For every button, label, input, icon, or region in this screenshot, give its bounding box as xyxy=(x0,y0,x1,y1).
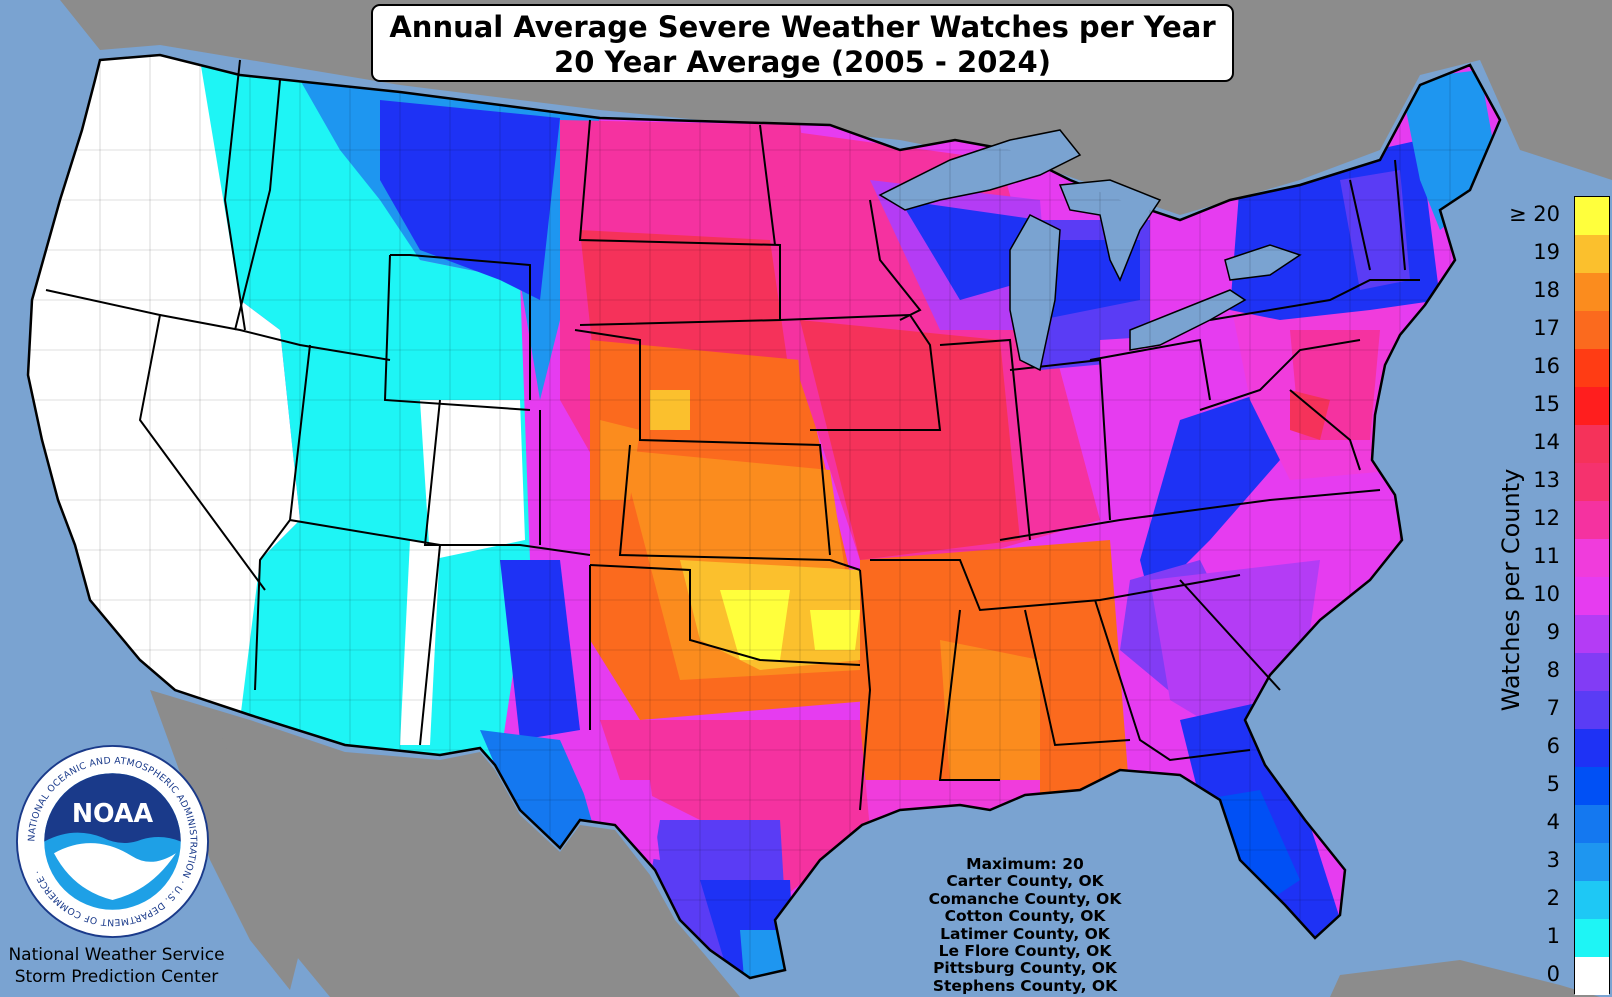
legend-tick-label: 3 xyxy=(1546,848,1560,872)
mexico-land xyxy=(150,690,740,997)
legend-tick-label: 5 xyxy=(1546,772,1560,796)
map-subtitle: 20 Year Average (2005 - 2024) xyxy=(554,45,1051,79)
maximum-annotation: Maximum: 20 Carter County, OK Comanche C… xyxy=(905,855,1145,995)
maximum-county: Carter County, OK xyxy=(946,872,1104,891)
legend-tick-label: 19 xyxy=(1533,240,1560,264)
legend-swatch xyxy=(1575,235,1609,273)
legend-swatch xyxy=(1575,311,1609,349)
legend-tick-label: 18 xyxy=(1533,278,1560,302)
credit: National Weather Service Storm Predictio… xyxy=(4,944,229,988)
legend-swatch xyxy=(1575,501,1609,539)
maximum-county: Comanche County, OK xyxy=(928,889,1122,908)
legend-swatch xyxy=(1575,425,1609,463)
legend-tick-label: 13 xyxy=(1533,468,1560,492)
legend-swatch xyxy=(1575,957,1609,995)
logo-center-text: NOAA xyxy=(72,798,154,828)
legend-swatch xyxy=(1575,349,1609,387)
legend-swatch xyxy=(1575,767,1609,805)
maximum-county: Cotton County, OK xyxy=(944,907,1106,926)
color-legend xyxy=(1574,196,1610,995)
legend-swatch xyxy=(1575,197,1609,235)
legend-swatch xyxy=(1575,387,1609,425)
credit-nws: National Weather Service xyxy=(8,945,225,965)
map-title-box: Annual Average Severe Weather Watches pe… xyxy=(371,4,1234,82)
legend-tick-label: 4 xyxy=(1546,810,1560,834)
legend-tick-label: 11 xyxy=(1533,544,1560,568)
maximum-county: Le Flore County, OK xyxy=(938,942,1112,961)
baja-peninsula xyxy=(170,700,300,990)
legend-swatch xyxy=(1575,615,1609,653)
legend-swatch xyxy=(1575,463,1609,501)
maximum-label: Maximum: 20 xyxy=(966,855,1084,873)
state-borders xyxy=(45,59,1420,811)
legend-tick-label: 10 xyxy=(1533,582,1560,606)
maximum-county: Pittsburg County, OK xyxy=(933,959,1117,978)
legend-swatch xyxy=(1575,881,1609,919)
legend-tick-label: 14 xyxy=(1533,430,1560,454)
legend-tick-label: 6 xyxy=(1546,734,1560,758)
legend-tick-label: 12 xyxy=(1533,506,1560,530)
map-title: Annual Average Severe Weather Watches pe… xyxy=(389,10,1216,44)
great-lakes xyxy=(878,129,1302,372)
legend-swatch xyxy=(1575,273,1609,311)
legend-tick-label: 17 xyxy=(1533,316,1560,340)
legend-tick-label: 9 xyxy=(1546,620,1560,644)
noaa-logo: NOAA NATIONAL OCEANIC AND ATMOSPHERIC AD… xyxy=(15,744,210,939)
legend-tick-label: 0 xyxy=(1546,962,1560,986)
legend-swatch xyxy=(1575,843,1609,881)
legend-swatch xyxy=(1575,919,1609,957)
legend-tick-label: 8 xyxy=(1546,658,1560,682)
legend-swatch xyxy=(1575,805,1609,843)
legend-tick-label: 1 xyxy=(1546,924,1560,948)
legend-swatch xyxy=(1575,577,1609,615)
legend-tick-label: 7 xyxy=(1546,696,1560,720)
legend-tick-label: 16 xyxy=(1533,354,1560,378)
credit-spc: Storm Prediction Center xyxy=(14,967,219,987)
legend-swatch xyxy=(1575,539,1609,577)
cuba-land xyxy=(1330,960,1600,997)
legend-swatch xyxy=(1575,729,1609,767)
legend-tick-label: 15 xyxy=(1533,392,1560,416)
maximum-county: Latimer County, OK xyxy=(940,924,1110,943)
maximum-county: Stephens County, OK xyxy=(932,976,1118,995)
legend-tick-label: ≥ 20 xyxy=(1509,202,1560,226)
legend-swatch xyxy=(1575,691,1609,729)
legend-tick-label: 2 xyxy=(1546,886,1560,910)
legend-title: Watches per County xyxy=(1497,468,1525,712)
legend-swatch xyxy=(1575,653,1609,691)
